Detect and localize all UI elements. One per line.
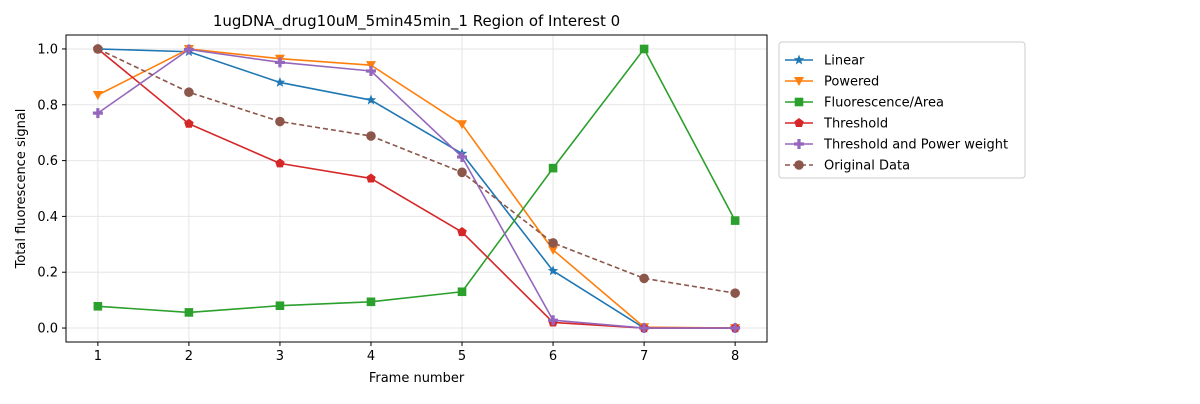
legend-marker-linear (793, 54, 805, 65)
legend-label-fluorescence-area: Fluorescence/Area (824, 96, 944, 111)
data-point-threshold (184, 118, 194, 128)
data-point-original-data (730, 288, 740, 298)
legend-marker-fluorescence-area (794, 97, 804, 107)
legend-label-threshold-and-power-weight: Threshold and Power weight (823, 138, 1008, 153)
series-fluorescence-area (93, 44, 740, 317)
y-tick-label: 0.8 (37, 98, 58, 113)
data-point-linear (547, 265, 559, 276)
y-tick-label: 0.0 (37, 322, 58, 337)
data-point-threshold (366, 173, 376, 183)
legend-label-original-data: Original Data (824, 159, 910, 174)
legend-label-powered: Powered (824, 75, 879, 90)
x-tick-label: 5 (458, 349, 466, 364)
x-tick-label: 2 (185, 349, 193, 364)
grid (66, 35, 767, 342)
data-point-original-data (93, 44, 103, 54)
y-tick-label: 1.0 (37, 42, 58, 57)
data-point-original-data (548, 238, 558, 248)
x-tick-label: 3 (276, 349, 284, 364)
series-linear (92, 43, 741, 333)
data-point-threshold-and-power-weight (92, 108, 103, 119)
y-axis-label: Total fluorescence signal (14, 109, 29, 270)
legend-box (778, 41, 1026, 179)
data-point-threshold-and-power-weight (639, 323, 650, 334)
series-line-powered (97, 48, 736, 329)
legend-marker-powered (794, 77, 804, 86)
data-point-original-data (184, 87, 194, 98)
x-tick-label: 7 (640, 349, 648, 364)
series-line-fluorescence-area (97, 48, 736, 314)
data-point-fluorescence-area (639, 44, 649, 54)
legend-marker-original-data (794, 160, 804, 170)
y-tick-label: 0.6 (37, 154, 58, 169)
series-layer (92, 43, 741, 334)
data-point-linear (365, 94, 377, 105)
series-line-original-data (97, 48, 736, 294)
data-point-threshold (457, 227, 467, 237)
x-tick-label: 1 (94, 349, 102, 364)
data-point-fluorescence-area (366, 297, 376, 307)
series-line-linear (97, 48, 736, 329)
series-original-data (93, 44, 740, 298)
data-point-threshold-and-power-weight (274, 57, 285, 68)
data-point-original-data (457, 167, 467, 178)
data-point-fluorescence-area (548, 163, 558, 173)
data-point-threshold-and-power-weight (183, 44, 194, 55)
axis-ticks: 1 2 3 4 5 6 7 8 0.0 0.2 0.4 0.6 0.8 1.0 (37, 42, 739, 364)
data-point-threshold-and-power-weight (730, 323, 741, 334)
legend-marker-threshold-and-power-weight (794, 139, 805, 149)
data-point-powered (92, 91, 103, 101)
x-tick-label: 6 (549, 349, 557, 364)
data-point-threshold (275, 158, 285, 168)
x-axis-label: Frame number (369, 371, 465, 386)
x-tick-label: 4 (367, 349, 375, 364)
data-point-fluorescence-area (275, 301, 285, 311)
data-point-original-data (639, 273, 649, 284)
data-point-fluorescence-area (93, 301, 103, 311)
data-point-powered (457, 120, 468, 130)
data-point-powered (365, 61, 376, 71)
legend-label-linear: Linear (824, 54, 865, 69)
legend: Linear Powered Fluorescence/Area Threshold T… (778, 41, 1026, 179)
data-point-original-data (366, 131, 376, 141)
legend-marker-threshold (794, 118, 804, 128)
y-tick-label: 0.2 (37, 266, 58, 281)
series-threshold-and-power-weight (92, 44, 741, 334)
y-tick-label: 0.4 (37, 210, 58, 225)
data-point-fluorescence-area (184, 308, 194, 317)
data-point-original-data (275, 116, 285, 127)
chart-title: 1ugDNA_drug10uM_5min45min_1 Region of In… (213, 12, 620, 31)
data-point-linear (274, 76, 286, 87)
data-point-threshold-and-power-weight (548, 315, 559, 326)
data-point-fluorescence-area (730, 216, 740, 225)
data-point-fluorescence-area (457, 287, 467, 297)
x-tick-label: 8 (731, 349, 739, 364)
data-point-powered (548, 245, 559, 255)
plot-frame (65, 34, 768, 343)
legend-label-threshold: Threshold (823, 117, 888, 132)
data-point-threshold-and-power-weight (457, 151, 468, 162)
series-threshold (93, 43, 740, 333)
series-line-threshold-and-power-weight (97, 48, 736, 329)
data-point-threshold-and-power-weight (365, 66, 376, 77)
